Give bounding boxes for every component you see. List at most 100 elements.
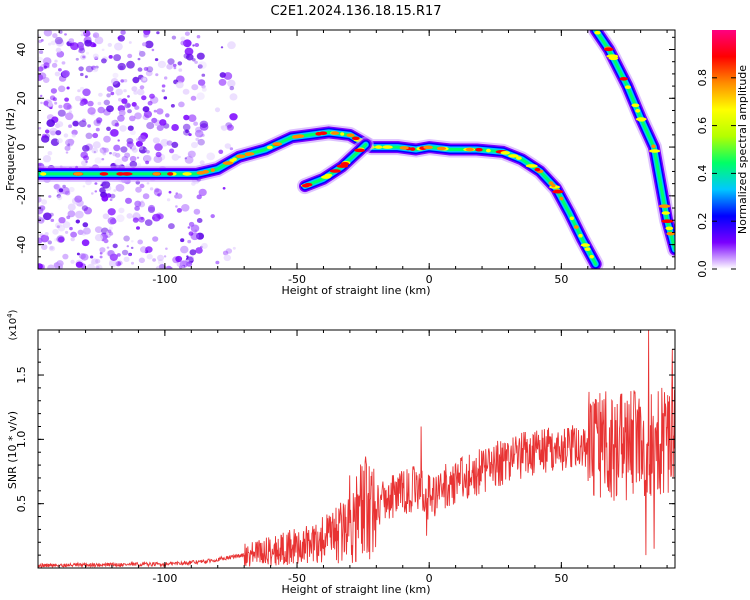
noise-blob [180, 36, 186, 41]
noise-blob [183, 114, 190, 121]
noise-blob [184, 31, 190, 36]
noise-blob [41, 244, 48, 251]
y-tick-label: 1.0 [15, 431, 28, 449]
noise-blob [96, 120, 101, 124]
noise-blob [180, 245, 189, 254]
noise-blob [186, 53, 194, 61]
noise-blob [178, 155, 181, 159]
noise-blob [199, 120, 209, 128]
noise-blob [117, 139, 120, 142]
trace-hotspot [202, 170, 209, 174]
noise-blob [171, 124, 179, 131]
noise-blob [190, 95, 197, 101]
noise-blob [145, 150, 150, 154]
trace-hotspot [661, 211, 670, 215]
noise-blob [132, 147, 138, 153]
noise-blob [214, 107, 221, 113]
noise-blob [120, 146, 128, 153]
noise-blob [138, 135, 147, 143]
noise-blob [201, 87, 207, 92]
noise-blob [118, 97, 122, 102]
noise-blob [109, 198, 113, 201]
noise-blob [80, 72, 84, 77]
noise-blob [116, 253, 121, 257]
noise-blob [127, 95, 130, 98]
noise-blob [82, 88, 91, 97]
noise-blob [107, 217, 117, 225]
noise-blob [171, 35, 177, 40]
y-tick-label: 0.5 [15, 495, 28, 512]
noise-blob [52, 97, 57, 102]
noise-blob [154, 58, 159, 62]
noise-blob [98, 92, 103, 97]
trace-hotspot [569, 216, 575, 221]
noise-blob [90, 111, 96, 117]
noise-blob [101, 195, 109, 202]
noise-blob [131, 240, 134, 243]
noise-blob [164, 76, 168, 80]
noise-blob [130, 129, 136, 136]
trace-hotspot [436, 146, 447, 151]
noise-blob [112, 152, 117, 157]
noise-blob [223, 254, 231, 262]
noise-blob [123, 79, 128, 83]
noise-blob [42, 155, 52, 163]
noise-blob [58, 85, 66, 93]
noise-blob [138, 257, 145, 264]
noise-blob [47, 151, 53, 156]
trace-hotspot [624, 85, 632, 89]
noise-blob [131, 261, 134, 265]
noise-blob [99, 147, 107, 154]
noise-blob [146, 66, 154, 73]
noise-blob [80, 54, 87, 60]
trace-hotspot [315, 132, 323, 136]
noise-blob [67, 138, 75, 145]
noise-blob [142, 193, 150, 200]
noise-blob [145, 160, 150, 165]
x-tick-label: 50 [554, 273, 568, 286]
noise-blob [133, 212, 140, 218]
trace-hotspot [293, 134, 301, 139]
noise-blob [178, 265, 183, 269]
colorbar-tick-label: 0.0 [696, 260, 709, 278]
trace-hotspot [336, 164, 349, 168]
noise-blob [144, 148, 148, 151]
noise-blob [132, 217, 139, 223]
noise-blob [38, 39, 42, 44]
noise-blob [99, 187, 106, 194]
noise-blob [163, 255, 167, 258]
noise-blob [86, 51, 89, 55]
noise-blob [55, 130, 62, 136]
noise-blob [50, 218, 55, 222]
noise-blob [103, 147, 109, 153]
noise-blob [51, 62, 58, 68]
noise-blob [40, 39, 44, 42]
snr-axes: -100 -50 0 50 0.5 1.0 1.5 Height of straight li… [6, 309, 676, 596]
trace-hotspot [516, 156, 522, 160]
noise-blob [187, 150, 196, 158]
noise-blob [144, 219, 153, 227]
noise-blob [41, 219, 44, 222]
noise-blob [95, 127, 100, 132]
noise-blob [76, 252, 80, 256]
noise-blob [149, 93, 155, 99]
noise-blob [106, 230, 113, 237]
noise-blob [103, 99, 111, 106]
colorbar-tick-label: 0.6 [696, 117, 709, 135]
noise-blob [119, 125, 127, 132]
noise-blob [151, 117, 158, 124]
noise-blob [110, 193, 116, 199]
noise-blob [110, 91, 115, 96]
noise-blob [118, 109, 126, 117]
noise-blob [154, 187, 160, 193]
x-tick-label: -100 [152, 572, 177, 585]
noise-blob [146, 253, 153, 260]
noise-blob [126, 245, 129, 248]
noise-blob [165, 265, 172, 269]
noise-blob [136, 106, 140, 110]
noise-blob [196, 52, 205, 60]
noise-blob [86, 263, 96, 269]
noise-blob [152, 236, 159, 242]
noise-blob [67, 203, 76, 211]
noise-blob [58, 188, 64, 193]
